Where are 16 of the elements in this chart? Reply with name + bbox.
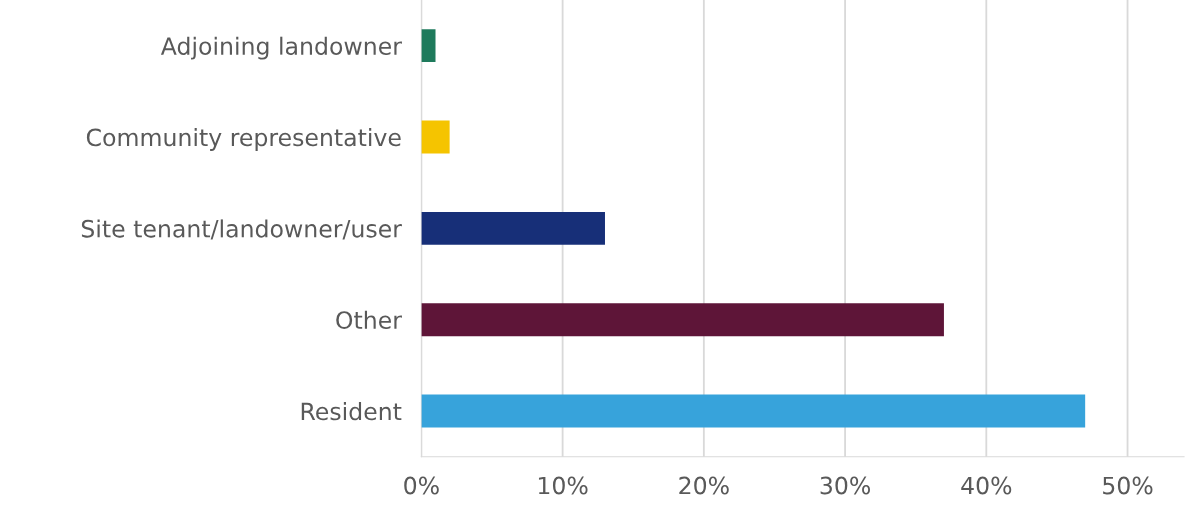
y-tick-label: Adjoining landowner	[160, 36, 402, 60]
y-tick-label: Resident	[301, 402, 402, 421]
x-tick-label: 30%	[820, 476, 871, 495]
x-tick-label: 40%	[961, 476, 1012, 495]
x-tick-label: 0%	[404, 476, 439, 495]
x-tick-label: 20%	[679, 476, 729, 495]
bar	[421, 29, 436, 63]
x-tick-label: 10%	[538, 476, 588, 495]
y-tick-label: Site tenant/landowner/user	[81, 219, 402, 240]
bar	[421, 211, 605, 245]
x-tick-label: 50%	[1103, 476, 1153, 495]
y-tick-label: Other	[336, 310, 402, 330]
bar	[421, 120, 450, 154]
bar	[421, 394, 1086, 428]
y-tick-label: Community representative	[86, 128, 401, 151]
bar	[421, 303, 944, 337]
